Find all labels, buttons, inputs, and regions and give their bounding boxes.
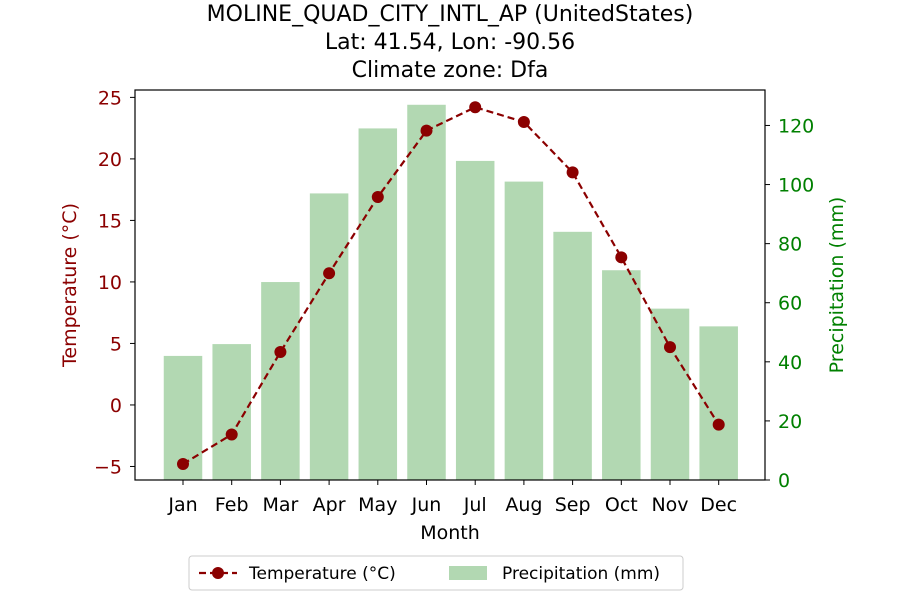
right-tick-label: 80 [778, 234, 802, 256]
temperature-point-aug [517, 115, 530, 128]
legend-precip-swatch [449, 566, 487, 580]
right-tick-label: 60 [778, 293, 802, 315]
precip-bar-oct [602, 270, 641, 480]
chart-title-line-1: MOLINE_QUAD_CITY_INTL_AP (UnitedStates) [206, 2, 694, 27]
precip-bar-jul [455, 160, 495, 480]
x-tick-label-dec: Dec [700, 494, 737, 516]
left-tick-label: 5 [110, 333, 122, 355]
chart-title-line-2: Lat: 41.54, Lon: -90.56 [324, 30, 576, 55]
precip-bar-mar [261, 282, 300, 480]
x-tick-label-mar: Mar [262, 494, 298, 516]
right-tick-label: 0 [778, 470, 790, 492]
plot-frame [134, 89, 766, 481]
x-tick-label-jun: Jun [411, 494, 442, 516]
right-tick-label: 100 [778, 175, 814, 197]
precip-bar-nov [650, 308, 690, 480]
right-tick-label: 120 [778, 115, 814, 137]
left-tick-label: −5 [94, 456, 122, 478]
x-tick-label-may: May [358, 494, 397, 516]
x-tick-label-jan: Jan [167, 494, 197, 516]
temperature-point-jan [177, 458, 189, 471]
temperature-point-nov [664, 341, 676, 354]
x-tick-label-jul: Jul [463, 494, 487, 516]
x-tick-label-feb: Feb [215, 494, 249, 516]
left-axis-label: Temperature (°C) [59, 203, 81, 368]
right-tick-label: 40 [778, 352, 802, 374]
right-axis-label: Precipitation (mm) [826, 197, 848, 374]
legend-temperature-marker [212, 567, 224, 579]
x-tick-label-apr: Apr [313, 494, 346, 516]
temperature-point-may [371, 191, 384, 204]
left-tick-label: 25 [98, 87, 122, 109]
left-tick-label: 15 [98, 210, 122, 232]
temperature-point-mar [274, 346, 287, 359]
temperature-point-jul [469, 101, 482, 114]
left-tick-label: 10 [98, 272, 122, 294]
precip-bar-sep [553, 231, 592, 480]
temperature-point-dec [712, 418, 725, 431]
x-axis-label: Month [420, 522, 480, 544]
x-tick-label-nov: Nov [651, 494, 688, 516]
precip-bar-aug [504, 181, 544, 480]
precip-bar-apr [309, 193, 349, 480]
chart-title-line-3: Climate zone: Dfa [351, 58, 549, 83]
legend-precip-label: Precipitation (mm) [502, 564, 660, 584]
temperature-point-apr [323, 267, 336, 280]
right-tick-label: 20 [778, 411, 802, 433]
precip-bar-jun [407, 104, 446, 480]
left-tick-label: 20 [98, 149, 122, 171]
x-tick-label-aug: Aug [505, 494, 542, 516]
temperature-line [182, 106, 720, 465]
precip-bar-may [358, 128, 398, 480]
left-tick-label: 0 [110, 395, 122, 417]
legend-box [188, 555, 684, 591]
x-tick-label-sep: Sep [555, 494, 591, 516]
temperature-point-oct [615, 251, 628, 264]
x-tick-label-oct: Oct [605, 494, 638, 516]
temperature-point-sep [566, 166, 579, 179]
temperature-point-feb [225, 428, 238, 441]
legend-temperature-label: Temperature (°C) [248, 564, 396, 584]
temperature-point-jun [420, 124, 433, 137]
